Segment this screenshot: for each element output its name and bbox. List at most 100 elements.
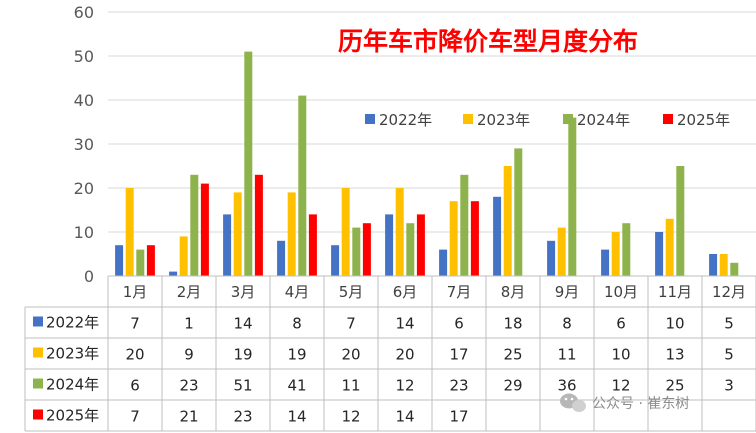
table-series-swatch <box>33 378 43 389</box>
table-cell-value: 11 <box>341 377 360 395</box>
bar <box>460 174 469 276</box>
bar <box>514 148 523 276</box>
table-series-name: 2024年 <box>46 376 99 394</box>
table-cell-value: 12 <box>341 408 360 426</box>
bar <box>568 117 577 276</box>
bar <box>254 174 263 276</box>
bar <box>169 271 178 276</box>
bar <box>362 223 371 276</box>
bar <box>341 188 350 276</box>
table-cell-value: 6 <box>454 315 464 333</box>
table-cell-value: 25 <box>503 346 522 364</box>
table-cell-value: 8 <box>562 315 572 333</box>
x-tick-label: 4月 <box>285 283 310 301</box>
x-tick-label: 1月 <box>123 283 148 301</box>
table-cell-value: 8 <box>292 315 302 333</box>
bar <box>125 188 134 276</box>
bar <box>416 214 425 276</box>
bar <box>385 214 394 276</box>
x-tick-label: 10月 <box>604 283 638 301</box>
table-cell-value: 41 <box>287 377 306 395</box>
bar <box>179 236 188 276</box>
legend-swatch <box>365 114 375 124</box>
table-cell-value: 14 <box>395 315 414 333</box>
bar <box>665 218 674 276</box>
bar <box>287 192 296 276</box>
table-cell-value: 21 <box>179 408 198 426</box>
y-tick-label: 40 <box>74 91 94 110</box>
table-cell-value: 3 <box>724 377 734 395</box>
table-cell-value: 29 <box>503 377 522 395</box>
table-cell-value: 11 <box>557 346 576 364</box>
table-cell-value: 14 <box>287 408 306 426</box>
x-tick-label: 8月 <box>501 283 526 301</box>
table-cell-value: 20 <box>125 346 144 364</box>
legend-label: 2024年 <box>577 111 630 129</box>
table-cell-value: 17 <box>449 408 468 426</box>
watermark: 公众号 · 崔东树 <box>560 393 689 412</box>
bar-marks <box>115 51 739 276</box>
bar <box>709 254 718 276</box>
bar <box>730 262 739 276</box>
y-tick-label: 30 <box>74 135 94 154</box>
table-cell-value: 7 <box>130 408 140 426</box>
table-cell-value: 14 <box>395 408 414 426</box>
table-cell-value: 20 <box>395 346 414 364</box>
y-tick-label: 0 <box>84 267 94 286</box>
x-tick-label: 9月 <box>555 283 580 301</box>
bar <box>352 227 361 276</box>
bar <box>244 51 253 276</box>
bar <box>547 240 556 276</box>
bar <box>557 227 566 276</box>
table-series-swatch <box>33 347 43 358</box>
table-cell-value: 5 <box>724 346 734 364</box>
bar <box>331 245 340 276</box>
y-tick-label: 10 <box>74 223 94 242</box>
legend: 2022年 2023年 2024年 2025年 <box>365 111 730 129</box>
table-cell-value: 10 <box>611 346 630 364</box>
table-series-name: 2023年 <box>46 345 99 363</box>
x-tick-label: 7月 <box>447 283 472 301</box>
table-cell-value: 20 <box>341 346 360 364</box>
y-axis: 0 10 20 30 40 50 60 <box>74 3 94 286</box>
y-tick-label: 20 <box>74 179 94 198</box>
x-tick-label: 3月 <box>231 283 256 301</box>
table-cell-value: 7 <box>346 315 356 333</box>
bar <box>136 249 145 276</box>
table-cell-value: 9 <box>184 346 194 364</box>
table-cell-value: 6 <box>616 315 626 333</box>
data-table: 1月 2月 3月 4月 5月 6月 7月 8月 9月 10月 11月 12月 2022年 7 1 14 8 7 14… <box>24 275 756 432</box>
table-cell-value: 19 <box>287 346 306 364</box>
table-cell-value: 6 <box>130 377 140 395</box>
table-series-swatch <box>33 316 43 327</box>
bar <box>449 201 458 276</box>
legend-swatch <box>663 114 673 124</box>
table-cell-value: 1 <box>184 315 194 333</box>
bar <box>115 245 124 276</box>
bar <box>190 174 199 276</box>
bar <box>298 95 307 276</box>
table-cell-value: 12 <box>395 377 414 395</box>
watermark-text: 公众号 · 崔东树 <box>592 396 689 412</box>
x-tick-label: 2月 <box>177 283 202 301</box>
bar <box>719 254 728 276</box>
table-cell-value: 18 <box>503 315 522 333</box>
legend-swatch <box>463 114 473 124</box>
x-tick-label: 5月 <box>339 283 364 301</box>
table-series-swatch <box>33 409 43 420</box>
x-tick-label: 12月 <box>712 283 746 301</box>
table-cell-value: 36 <box>557 377 576 395</box>
table-cell-value: 23 <box>449 377 468 395</box>
bar <box>200 183 209 276</box>
bar <box>146 245 155 276</box>
bar <box>277 240 286 276</box>
table-cell-value: 12 <box>611 377 630 395</box>
x-tick-label: 11月 <box>658 283 692 301</box>
bar <box>308 214 317 276</box>
table-cell-value: 51 <box>233 377 252 395</box>
wechat-icon <box>560 393 586 412</box>
bar <box>622 223 631 276</box>
bar <box>676 166 685 276</box>
y-tick-label: 50 <box>74 47 94 66</box>
